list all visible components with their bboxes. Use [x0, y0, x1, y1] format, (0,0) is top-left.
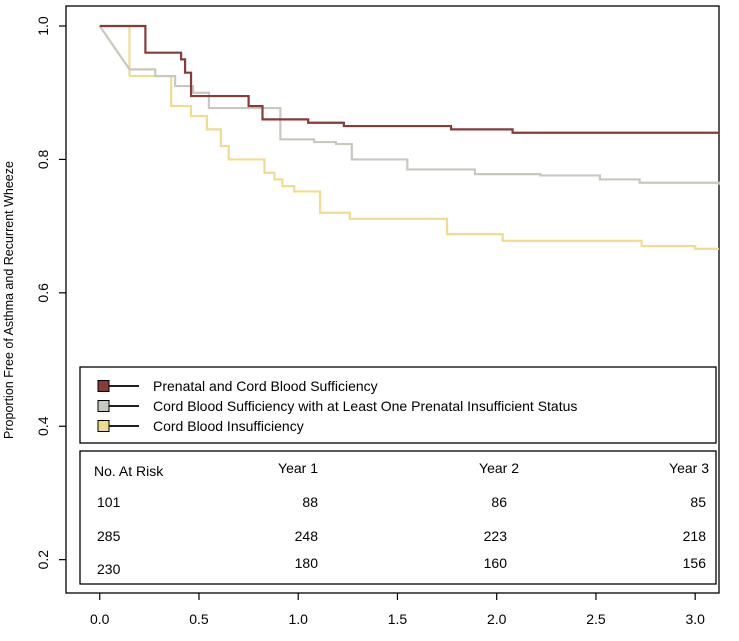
series-layer — [98, 24, 721, 250]
series-line-3 — [128, 26, 719, 250]
risk-row3-year3: 156 — [683, 555, 707, 571]
series-line-2 — [98, 25, 721, 185]
risk-header-year2: Year 2 — [479, 460, 519, 476]
y-tick-label: 1.0 — [35, 16, 51, 36]
legend-swatch — [97, 380, 110, 392]
x-axis: 0.0 0.5 1.0 1.5 2.0 2.5 3.0 — [90, 593, 705, 627]
y-tick-label: 0.4 — [35, 416, 51, 436]
plot-frame — [65, 5, 720, 594]
legend-label: Cord Blood Insufficiency — [153, 418, 304, 434]
risk-table: No. At Risk Year 1 Year 2 Year 3 101 88 … — [79, 450, 717, 585]
legend-box — [79, 366, 717, 444]
y-tick-label: 0.8 — [35, 149, 51, 169]
legend-label: Cord Blood Sufficiency with at Least One… — [153, 398, 577, 414]
risk-header-year1: Year 1 — [278, 460, 318, 476]
risk-row2-count: 285 — [97, 528, 121, 544]
legend-items: Prenatal and Cord Blood Sufficiency Cord … — [97, 378, 577, 434]
y-tick-label: 0.6 — [35, 283, 51, 303]
x-tick-label: 1.5 — [388, 611, 408, 627]
y-axis-label: Proportion Free of Asthma and Recurrent … — [2, 161, 16, 439]
x-tick-label: 0.0 — [90, 611, 110, 627]
risk-row1-count: 101 — [97, 494, 121, 510]
x-tick-label: 2.5 — [586, 611, 606, 627]
x-tick-label: 2.0 — [487, 611, 507, 627]
risk-row3-year1: 180 — [295, 555, 319, 571]
y-tick-label: 0.2 — [35, 550, 51, 570]
risk-table-box — [79, 450, 717, 585]
legend-swatch — [97, 400, 110, 412]
legend-swatch — [97, 420, 110, 432]
risk-row1-year1: 88 — [302, 494, 318, 510]
legend: Prenatal and Cord Blood Sufficiency Cord … — [79, 366, 717, 444]
risk-row3-year2: 160 — [484, 555, 508, 571]
risk-row2-year2: 223 — [484, 528, 508, 544]
risk-row1-year2: 86 — [491, 494, 507, 510]
y-axis: 0.2 0.4 0.6 0.8 1.0 — [35, 16, 66, 569]
risk-header-label: No. At Risk — [94, 463, 164, 479]
risk-header-year3: Year 3 — [669, 460, 709, 476]
x-tick-label: 3.0 — [685, 611, 705, 627]
risk-row1-year3: 85 — [690, 494, 706, 510]
legend-label: Prenatal and Cord Blood Sufficiency — [153, 378, 378, 394]
x-tick-label: 1.0 — [288, 611, 308, 627]
risk-row3-count: 230 — [97, 561, 121, 577]
x-tick-label: 0.5 — [189, 611, 209, 627]
series-line-1 — [99, 24, 719, 134]
risk-row2-year3: 218 — [683, 528, 707, 544]
risk-row2-year1: 248 — [295, 528, 319, 544]
